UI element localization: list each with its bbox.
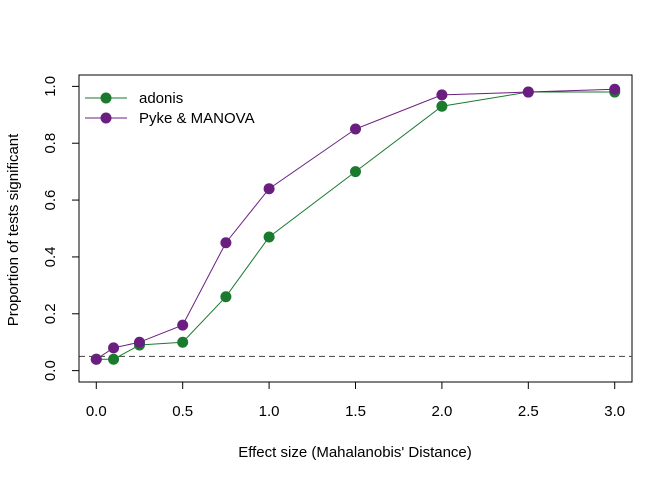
x-tick-label: 2.5 [518,403,539,420]
x-tick-label: 1.5 [345,403,366,420]
series-line [96,88,615,360]
y-tick-label: 0.6 [42,190,59,211]
data-point [177,319,189,331]
y-tick-label: 0.8 [42,133,59,154]
legend-item: adonis [85,90,183,107]
legend-marker [100,112,112,124]
x-tick-label: 2.0 [431,403,452,420]
data-point [263,183,275,195]
data-point [177,336,189,348]
data-point [436,100,448,112]
data-point [263,231,275,243]
data-point [609,83,621,95]
data-point [108,342,120,354]
data-point [220,237,232,249]
y-tick-label: 0.2 [42,303,59,324]
data-point [220,291,232,303]
legend: adonis Pyke & MANOVA [85,90,255,127]
legend-label: Pyke & MANOVA [139,110,255,127]
x-tick-label: 0.0 [86,403,107,420]
series-2 [90,83,621,365]
x-axis: 0.0 0.5 1.0 1.5 2.0 2.5 3.0 [86,381,625,420]
data-point [522,86,534,98]
data-point [90,353,102,365]
y-axis: 0.0 0.2 0.4 0.6 0.8 1.0 [42,76,80,381]
series-line [96,91,615,360]
x-axis-label: Effect size (Mahalanobis' Distance) [238,444,472,461]
data-point [350,166,361,178]
y-tick-label: 0.0 [42,360,59,381]
legend-label: adonis [139,90,183,107]
y-tick-label: 1.0 [42,76,59,97]
data-point [436,89,448,101]
legend-marker [100,92,112,104]
data-point [133,336,145,348]
data-point [108,353,120,365]
x-tick-label: 3.0 [604,403,625,420]
legend-item: Pyke & MANOVA [85,110,255,127]
y-tick-label: 0.4 [42,246,59,267]
series-layer [90,83,621,365]
x-tick-label: 1.0 [259,403,280,420]
x-tick-label: 0.5 [172,403,193,420]
data-point [350,123,361,135]
y-axis-label: Proportion of tests significant [5,133,22,326]
